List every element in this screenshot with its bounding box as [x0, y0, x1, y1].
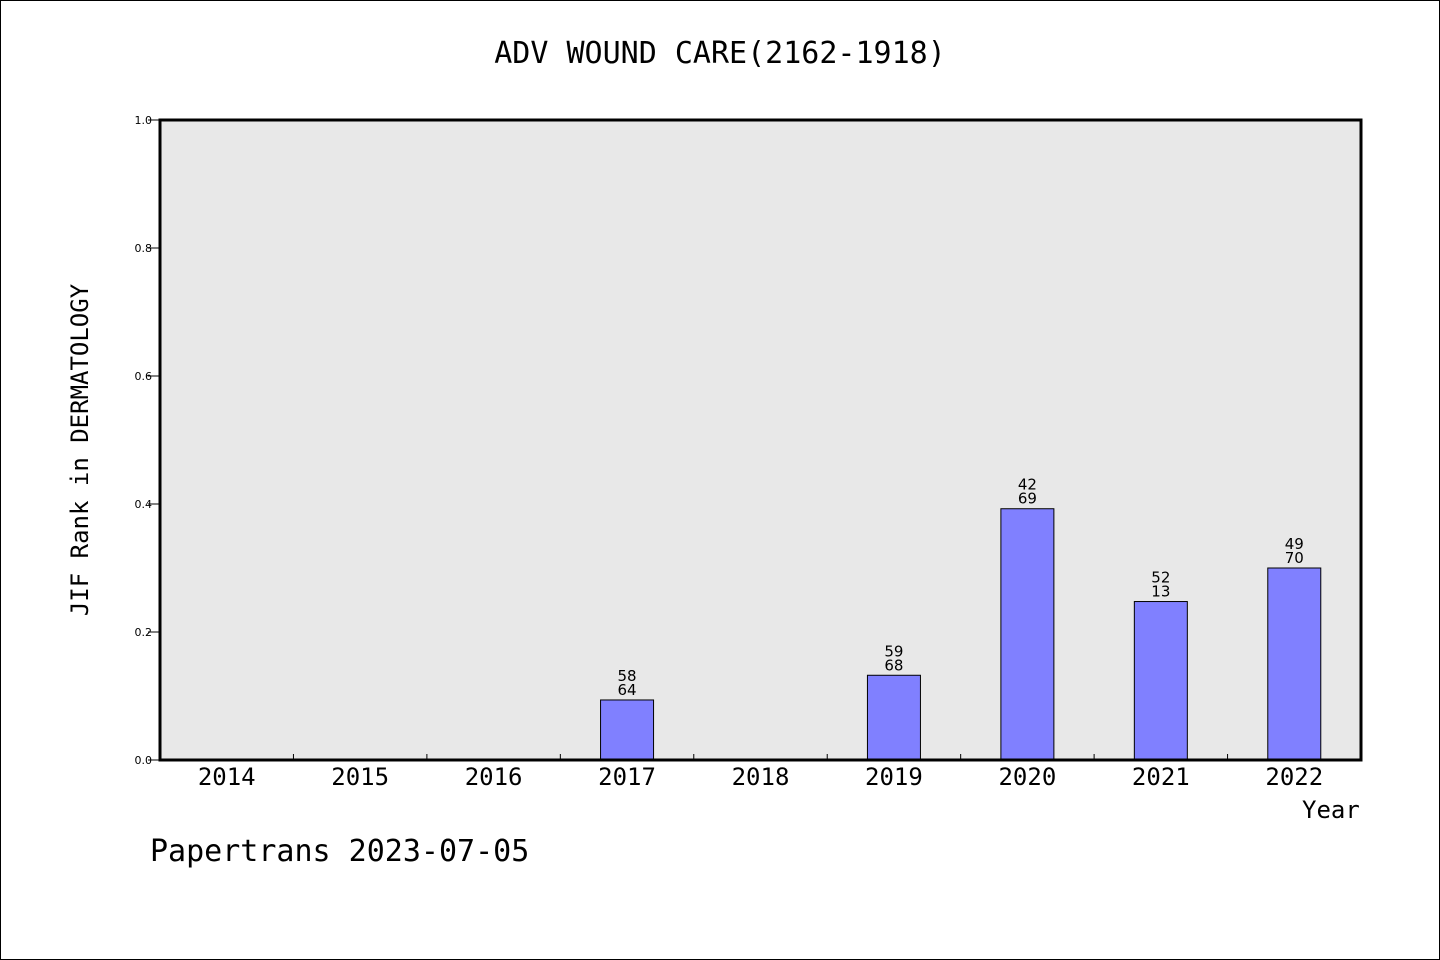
- bar-label-bottom: 64: [618, 681, 637, 699]
- bar-label-top: 58: [618, 667, 637, 685]
- x-axis-label: Year: [1302, 796, 1360, 824]
- x-axis-tick-labels: 2014 2015 2016 2017 2018 2019 2020 2021 2022: [198, 763, 1323, 791]
- bar-label-top: 42: [1018, 476, 1037, 494]
- bar-label-bottom: 70: [1285, 549, 1304, 567]
- x-tick-label: 2018: [732, 763, 790, 791]
- y-tick-label: 1.0: [135, 114, 153, 127]
- plot-border: [158, 118, 1363, 762]
- bar-2017: [600, 699, 655, 761]
- x-tick-label: 2019: [865, 763, 923, 791]
- x-tick-label: 2022: [1265, 763, 1323, 791]
- x-tick-label: 2016: [465, 763, 523, 791]
- chart-title: ADV WOUND CARE(2162-1918): [494, 36, 946, 71]
- x-tick-label: 2014: [198, 763, 256, 791]
- x-tick-label: 2020: [998, 763, 1056, 791]
- bar-label-bottom: 69: [1018, 490, 1037, 508]
- x-tick-label: 2021: [1132, 763, 1190, 791]
- bar-label-top: 59: [884, 642, 903, 660]
- y-tick-label: 0.8: [135, 242, 153, 255]
- y-tick-label: 0.4: [135, 498, 153, 511]
- y-tick-label: 0.2: [135, 626, 153, 639]
- y-tick-label: 0.0: [135, 754, 153, 767]
- bar-label-bottom: 68: [884, 656, 903, 674]
- bar-2022: [1267, 567, 1322, 761]
- y-axis-ticks: 0.0 0.2 0.4 0.6 0.8 1.0: [135, 114, 160, 767]
- bar-label-top: 49: [1285, 535, 1304, 553]
- bar-label-top: 52: [1151, 569, 1170, 587]
- x-tick-label: 2017: [598, 763, 656, 791]
- bar-2020: [1000, 508, 1055, 761]
- footer-watermark: Papertrans 2023-07-05: [150, 834, 530, 869]
- bar-label-bottom: 13: [1151, 583, 1170, 601]
- bar-2019: [866, 674, 921, 761]
- y-tick-label: 0.6: [135, 370, 153, 383]
- bar-2021: [1133, 601, 1188, 761]
- x-tick-label: 2015: [331, 763, 389, 791]
- bars: [600, 508, 1322, 761]
